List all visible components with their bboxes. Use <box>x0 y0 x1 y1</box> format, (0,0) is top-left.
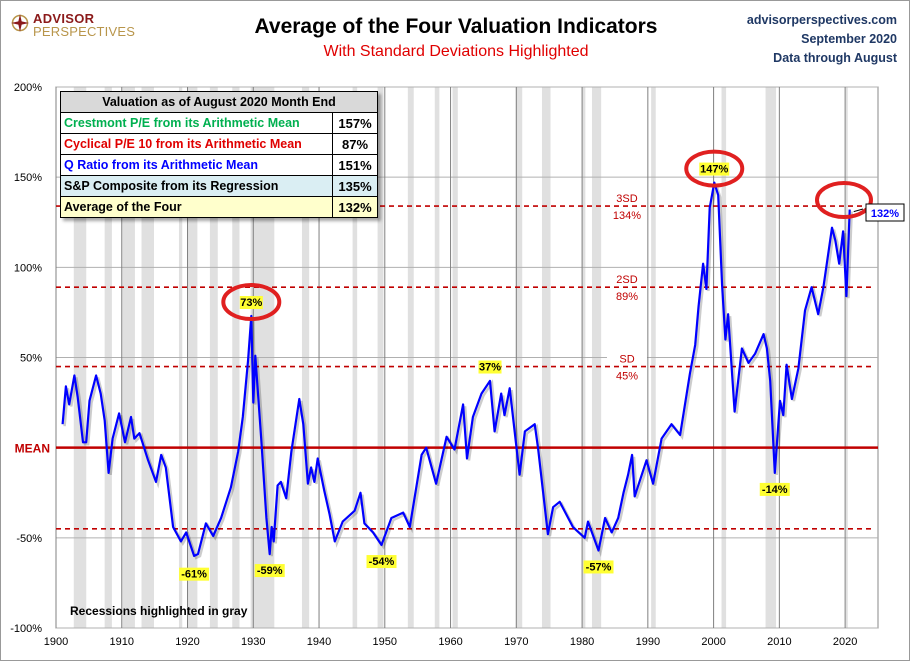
site-name: advisorperspectives.com <box>746 13 897 27</box>
annotation-highlight <box>478 360 502 374</box>
annotation-highlight <box>239 296 263 310</box>
row-label: Cyclical P/E 10 from its Arithmetic Mean <box>60 133 333 155</box>
chart-subtitle: With Standard Deviations Highlighted <box>323 43 589 60</box>
x-tick-label: 1920 <box>175 636 199 648</box>
y-tick-label: 200% <box>14 82 42 94</box>
sd-label: 2SD <box>616 274 637 286</box>
annotation-label: -14% <box>762 484 788 496</box>
x-tick-label: 2000 <box>701 636 725 648</box>
row-label: S&P Composite from its Regression <box>60 175 333 197</box>
row-value: 157% <box>332 112 378 134</box>
sd-label: SD <box>619 354 634 366</box>
highlight-circle <box>221 283 282 322</box>
x-tick-label: 1900 <box>44 636 68 648</box>
valuation-table-title: Valuation as of August 2020 Month End <box>60 91 378 113</box>
annotation-label: -57% <box>586 561 612 573</box>
annotation-highlight <box>254 564 285 578</box>
x-tick-label: 2010 <box>767 636 791 648</box>
x-tick-label: 1970 <box>504 636 528 648</box>
sd-label-bg <box>607 273 647 286</box>
annotation-highlight <box>699 162 730 176</box>
logo-text-perspectives: PERSPECTIVES <box>33 24 136 39</box>
annotation-highlight <box>583 560 614 574</box>
recession-note: Recessions highlighted in gray <box>70 604 248 618</box>
row-value: 135% <box>332 175 378 197</box>
publish-date: September 2020 <box>801 32 897 46</box>
annotation-label: 73% <box>240 297 262 309</box>
sd-label-bg <box>607 352 647 365</box>
latest-highlight-circle <box>815 181 873 219</box>
latest-value-box <box>865 203 905 222</box>
annotation-highlight <box>759 482 790 496</box>
annotation-highlight <box>366 555 397 569</box>
sd-value-label: 89% <box>616 291 638 303</box>
sd-value-label: 134% <box>613 210 641 222</box>
compass-logo-icon <box>11 14 29 32</box>
y-tick-label: 100% <box>14 262 42 274</box>
chart-title: Average of the Four Valuation Indicators <box>254 15 658 38</box>
annotation-label: -59% <box>257 565 283 577</box>
y-tick-label: -100% <box>10 623 42 635</box>
data-through: Data through August <box>773 51 897 65</box>
latest-value-label: 132% <box>871 208 899 220</box>
x-tick-label: 1980 <box>570 636 594 648</box>
y-tick-label: -50% <box>16 533 42 545</box>
row-label: Average of the Four <box>60 196 333 218</box>
table-row: Crestmont P/E from its Arithmetic Mean 15… <box>60 112 378 134</box>
table-row: Average of the Four 132% <box>60 196 378 218</box>
logo-text-advisor: ADVISOR <box>33 11 95 26</box>
x-tick-label: 1930 <box>241 636 265 648</box>
sd-label-bg <box>607 192 647 205</box>
x-tick-label: 2020 <box>833 636 857 648</box>
table-row: Q Ratio from its Arithmetic Mean 151% <box>60 154 378 176</box>
row-label: Crestmont P/E from its Arithmetic Mean <box>60 112 333 134</box>
annotation-label: 147% <box>700 164 728 176</box>
annotation-label: -54% <box>369 556 395 568</box>
x-tick-label: 1950 <box>373 636 397 648</box>
row-value: 151% <box>332 154 378 176</box>
series-line <box>61 181 851 558</box>
annotation-highlight <box>179 567 210 581</box>
table-row: S&P Composite from its Regression 135% <box>60 175 378 197</box>
sd-value-label: 45% <box>616 371 638 383</box>
annotation-label: 37% <box>479 362 501 374</box>
source-info: advisorperspectives.com September 2020 D… <box>747 11 897 68</box>
y-tick-label: 150% <box>14 172 42 184</box>
highlight-circle <box>684 149 745 188</box>
sd-label: 3SD <box>616 193 637 205</box>
x-tick-label: 1910 <box>110 636 134 648</box>
row-label: Q Ratio from its Arithmetic Mean <box>60 154 333 176</box>
logo: ADVISOR PERSPECTIVES <box>11 11 141 41</box>
annotation-label: -61% <box>181 569 207 581</box>
x-tick-label: 1940 <box>307 636 331 648</box>
x-tick-label: 1990 <box>636 636 660 648</box>
mean-label: MEAN <box>15 442 50 456</box>
row-value: 87% <box>332 133 378 155</box>
row-value: 132% <box>332 196 378 218</box>
valuation-table: Valuation as of August 2020 Month End Cr… <box>60 91 378 218</box>
table-row: Cyclical P/E 10 from its Arithmetic Mean… <box>60 133 378 155</box>
y-tick-label: 50% <box>20 353 42 365</box>
x-tick-label: 1960 <box>438 636 462 648</box>
latest-leader-line <box>853 208 864 213</box>
